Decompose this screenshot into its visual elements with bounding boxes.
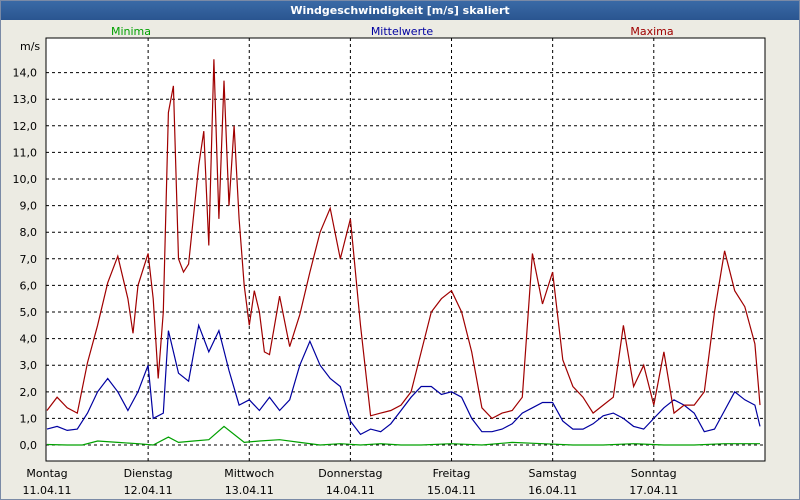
x-date-label: 16.04.11 bbox=[528, 484, 577, 497]
series-line-minima bbox=[46, 425, 760, 446]
y-tick-label: 3,0 bbox=[20, 359, 38, 372]
legend-minima: Minima bbox=[111, 25, 151, 38]
y-tick-label: 12,0 bbox=[13, 120, 38, 133]
y-tick-label: 0,0 bbox=[20, 439, 38, 452]
x-date-label: 17.04.11 bbox=[629, 484, 678, 497]
x-day-label: Samstag bbox=[529, 467, 577, 480]
y-tick-label: 4,0 bbox=[20, 333, 38, 346]
y-tick-label: 7,0 bbox=[20, 253, 38, 266]
x-day-label: Montag bbox=[26, 467, 67, 480]
x-date-label: 11.04.11 bbox=[23, 484, 72, 497]
x-day-label: Donnerstag bbox=[318, 467, 382, 480]
y-tick-label: 6,0 bbox=[20, 279, 38, 292]
x-day-label: Dienstag bbox=[124, 467, 173, 480]
x-date-label: 12.04.11 bbox=[124, 484, 173, 497]
x-day-label: Freitag bbox=[433, 467, 471, 480]
y-tick-label: 1,0 bbox=[20, 412, 38, 425]
chart-title: Windgeschwindigkeit [m/s] skaliert bbox=[1, 1, 799, 20]
plot-area bbox=[45, 37, 766, 462]
legend-mittelwerte: Mittelwerte bbox=[371, 25, 434, 38]
series-line-mittelwerte bbox=[46, 323, 761, 436]
x-date-label: 13.04.11 bbox=[225, 484, 274, 497]
y-tick-label: 11,0 bbox=[13, 146, 38, 159]
y-tick-label: 5,0 bbox=[20, 306, 38, 319]
y-tick-label: 10,0 bbox=[13, 173, 38, 186]
y-tick-label: 2,0 bbox=[20, 386, 38, 399]
series-line-maxima bbox=[46, 59, 761, 420]
y-tick-label: 8,0 bbox=[20, 226, 38, 239]
y-tick-label: 14,0 bbox=[13, 67, 38, 80]
x-day-label: Sonntag bbox=[631, 467, 677, 480]
legend-maxima: Maxima bbox=[630, 25, 673, 38]
x-date-label: 14.04.11 bbox=[326, 484, 375, 497]
y-tick-label: 9,0 bbox=[20, 200, 38, 213]
y-tick-label: 13,0 bbox=[13, 93, 38, 106]
x-date-label: 15.04.11 bbox=[427, 484, 476, 497]
x-day-label: Mittwoch bbox=[224, 467, 274, 480]
y-axis-unit: m/s bbox=[20, 40, 40, 53]
